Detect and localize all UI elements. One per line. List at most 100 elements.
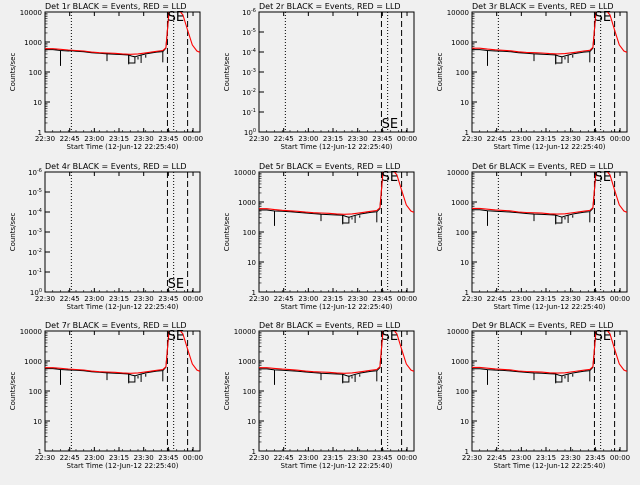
y-tick-label: 1 bbox=[252, 289, 256, 297]
x-tick-label: 00:00 bbox=[183, 454, 203, 462]
x-tick-label: 23:00 bbox=[511, 454, 531, 462]
y-tick-label: 10000 bbox=[447, 328, 469, 336]
y-tick-label: 1000 bbox=[24, 39, 42, 47]
y-tick-label: 10-2 bbox=[242, 88, 256, 97]
x-tick-label: 23:00 bbox=[511, 295, 531, 303]
x-tick-label: 00:00 bbox=[610, 454, 630, 462]
x-tick-label: 00:00 bbox=[397, 454, 417, 462]
chart-title: Det 3r BLACK = Events, RED = LLD bbox=[472, 2, 614, 11]
chart-panel-1: Det 1r BLACK = Events, RED = LLD 22:30 22:… bbox=[9, 2, 203, 151]
x-axis-label: Start Time (12-Jun-12 22:25:40) bbox=[281, 303, 393, 311]
y-tick-label: 100 bbox=[243, 388, 256, 396]
plot-frame bbox=[471, 171, 628, 293]
y-tick-label: 10 bbox=[460, 99, 469, 107]
plot-area bbox=[45, 331, 200, 451]
plot-frame bbox=[44, 330, 201, 452]
y-axis-label: Counts/sec bbox=[223, 372, 231, 411]
y-tick-label: 10-5 bbox=[28, 188, 42, 197]
x-tick-label: 22:30 bbox=[35, 454, 55, 462]
chart-title: Det 6r BLACK = Events, RED = LLD bbox=[472, 162, 614, 171]
x-tick-label: 23:00 bbox=[298, 135, 318, 143]
chart-panel-8: Det 8r BLACK = Events, RED = LLD 22:30 22:… bbox=[223, 321, 417, 470]
x-tick-label: 23:15 bbox=[109, 135, 129, 143]
plot-frame bbox=[258, 11, 415, 133]
x-tick-label: 22:45 bbox=[60, 454, 80, 462]
x-axis-label: Start Time (12-Jun-12 22:25:40) bbox=[67, 143, 179, 151]
y-tick-label: 100 bbox=[456, 388, 469, 396]
x-tick-label: 22:45 bbox=[487, 135, 507, 143]
x-tick-label: 23:45 bbox=[372, 135, 392, 143]
x-tick-label: 23:45 bbox=[158, 295, 178, 303]
x-tick-label: 23:30 bbox=[561, 454, 581, 462]
x-tick-label: 23:15 bbox=[323, 295, 343, 303]
x-tick-label: 22:45 bbox=[487, 454, 507, 462]
series-notch bbox=[342, 214, 350, 224]
chart-panel-7: Det 7r BLACK = Events, RED = LLD 22:30 22:… bbox=[9, 321, 203, 470]
y-tick-label: 10000 bbox=[20, 9, 42, 17]
y-tick-label: 1000 bbox=[238, 199, 256, 207]
y-tick-label: 100 bbox=[456, 229, 469, 237]
y-tick-label: 10-4 bbox=[242, 48, 256, 57]
plot-frame bbox=[44, 11, 201, 133]
y-tick-label: 100 bbox=[29, 69, 42, 77]
x-tick-label: 00:00 bbox=[610, 135, 630, 143]
chart-title: Det 7r BLACK = Events, RED = LLD bbox=[45, 321, 187, 330]
x-tick-label: 23:45 bbox=[158, 135, 178, 143]
x-tick-label: 23:45 bbox=[585, 295, 605, 303]
x-tick-label: 23:15 bbox=[536, 295, 556, 303]
x-tick-label: 00:00 bbox=[397, 295, 417, 303]
y-axis-label: Counts/sec bbox=[9, 53, 17, 92]
y-axis-label: Counts/sec bbox=[436, 53, 444, 92]
x-tick-label: 23:45 bbox=[585, 454, 605, 462]
chart-title: Det 2r BLACK = Events, RED = LLD bbox=[259, 2, 401, 11]
x-tick-label: 22:45 bbox=[274, 454, 294, 462]
x-tick-label: 22:30 bbox=[249, 135, 269, 143]
y-tick-label: 1 bbox=[465, 448, 469, 456]
x-tick-label: 23:30 bbox=[134, 454, 154, 462]
y-tick-label: 10-1 bbox=[242, 108, 256, 117]
x-tick-label: 22:30 bbox=[249, 454, 269, 462]
y-tick-label: 10-4 bbox=[28, 208, 42, 217]
series-events-line bbox=[472, 331, 603, 377]
plot-area bbox=[45, 12, 200, 132]
x-axis-label: Start Time (12-Jun-12 22:25:40) bbox=[494, 462, 606, 470]
x-tick-label: 22:30 bbox=[462, 454, 482, 462]
y-tick-label: 1 bbox=[38, 129, 42, 137]
x-tick-label: 22:30 bbox=[35, 295, 55, 303]
x-tick-label: 23:00 bbox=[298, 454, 318, 462]
y-tick-label: 100 bbox=[244, 128, 256, 137]
x-tick-label: 00:00 bbox=[397, 135, 417, 143]
y-tick-label: 10000 bbox=[447, 169, 469, 177]
y-tick-label: 10-6 bbox=[242, 8, 256, 17]
x-tick-label: 23:15 bbox=[109, 295, 129, 303]
plot-frame bbox=[471, 330, 628, 452]
x-tick-label: 23:45 bbox=[372, 454, 392, 462]
y-axis-label: Counts/sec bbox=[223, 213, 231, 252]
chart-panel-9: Det 9r BLACK = Events, RED = LLD 22:30 22:… bbox=[436, 321, 630, 470]
saa-annotation: SE bbox=[168, 10, 184, 25]
x-tick-label: 23:30 bbox=[348, 454, 368, 462]
saa-annotation: SE bbox=[595, 170, 611, 185]
plot-area bbox=[472, 172, 627, 292]
x-tick-label: 23:15 bbox=[536, 454, 556, 462]
y-tick-label: 100 bbox=[30, 288, 42, 297]
series-notch bbox=[342, 373, 350, 383]
series-lld-line bbox=[472, 172, 627, 215]
series-lld-line bbox=[259, 331, 414, 374]
x-tick-label: 22:30 bbox=[35, 135, 55, 143]
x-axis-label: Start Time (12-Jun-12 22:25:40) bbox=[281, 462, 393, 470]
x-tick-label: 23:30 bbox=[348, 295, 368, 303]
y-tick-label: 10 bbox=[247, 259, 256, 267]
x-tick-label: 23:30 bbox=[134, 295, 154, 303]
x-tick-label: 23:30 bbox=[561, 295, 581, 303]
x-tick-label: 23:00 bbox=[84, 135, 104, 143]
x-tick-label: 22:30 bbox=[462, 295, 482, 303]
plot-frame bbox=[258, 330, 415, 452]
x-axis-label: Start Time (12-Jun-12 22:25:40) bbox=[494, 143, 606, 151]
y-tick-label: 1000 bbox=[451, 199, 469, 207]
plot-area bbox=[472, 12, 627, 132]
y-tick-label: 10000 bbox=[447, 9, 469, 17]
chart-panel-2: Det 2r BLACK = Events, RED = LLD 22:30 22:… bbox=[223, 2, 417, 151]
x-tick-label: 00:00 bbox=[183, 295, 203, 303]
